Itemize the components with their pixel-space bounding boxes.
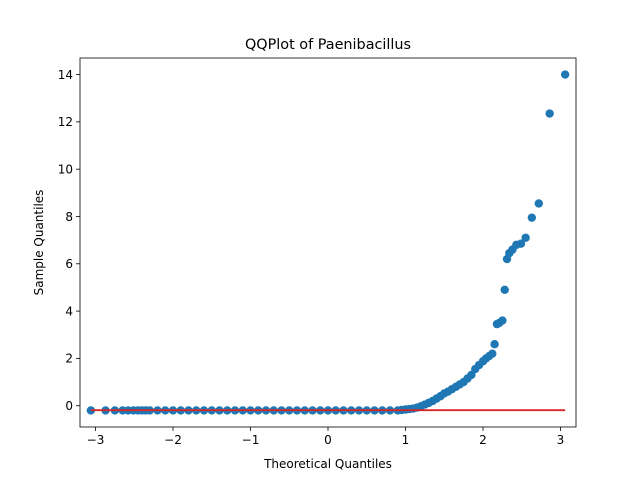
y-tick-label: 6 [65,257,73,271]
x-tick-label: 1 [402,433,410,447]
data-point [521,233,530,242]
x-tick-label: 2 [479,433,487,447]
y-tick-label: 12 [58,115,73,129]
x-tick-label: −3 [87,433,105,447]
data-point [498,316,507,325]
y-tick-label: 0 [65,399,73,413]
data-point [490,340,499,349]
y-axis-label: Sample Quantiles [32,190,46,296]
data-point [467,370,476,380]
data-point [545,109,554,118]
y-tick-label: 14 [58,68,73,82]
data-point [488,349,497,358]
y-tick-label: 2 [65,352,73,366]
data-point [560,70,570,79]
y-tick-label: 4 [65,304,73,318]
data-point [500,285,509,295]
plot-area [86,70,570,415]
y-tick-label: 10 [58,162,73,176]
x-tick-label: 0 [324,433,332,447]
data-point [527,213,537,222]
chart-title: QQPlot of Paenibacillus [245,37,411,53]
data-point [516,239,526,248]
x-axis-ticks: −3 −2 −1 0 1 2 3 [87,427,565,447]
x-axis-label: Theoretical Quantiles [263,457,392,471]
x-tick-label: 3 [557,433,565,447]
y-tick-label: 8 [65,210,73,224]
data-point [534,199,543,208]
x-tick-label: −1 [242,433,260,447]
y-axis-ticks: 0 2 4 6 8 10 12 14 [58,68,80,413]
x-tick-label: −2 [164,433,182,447]
